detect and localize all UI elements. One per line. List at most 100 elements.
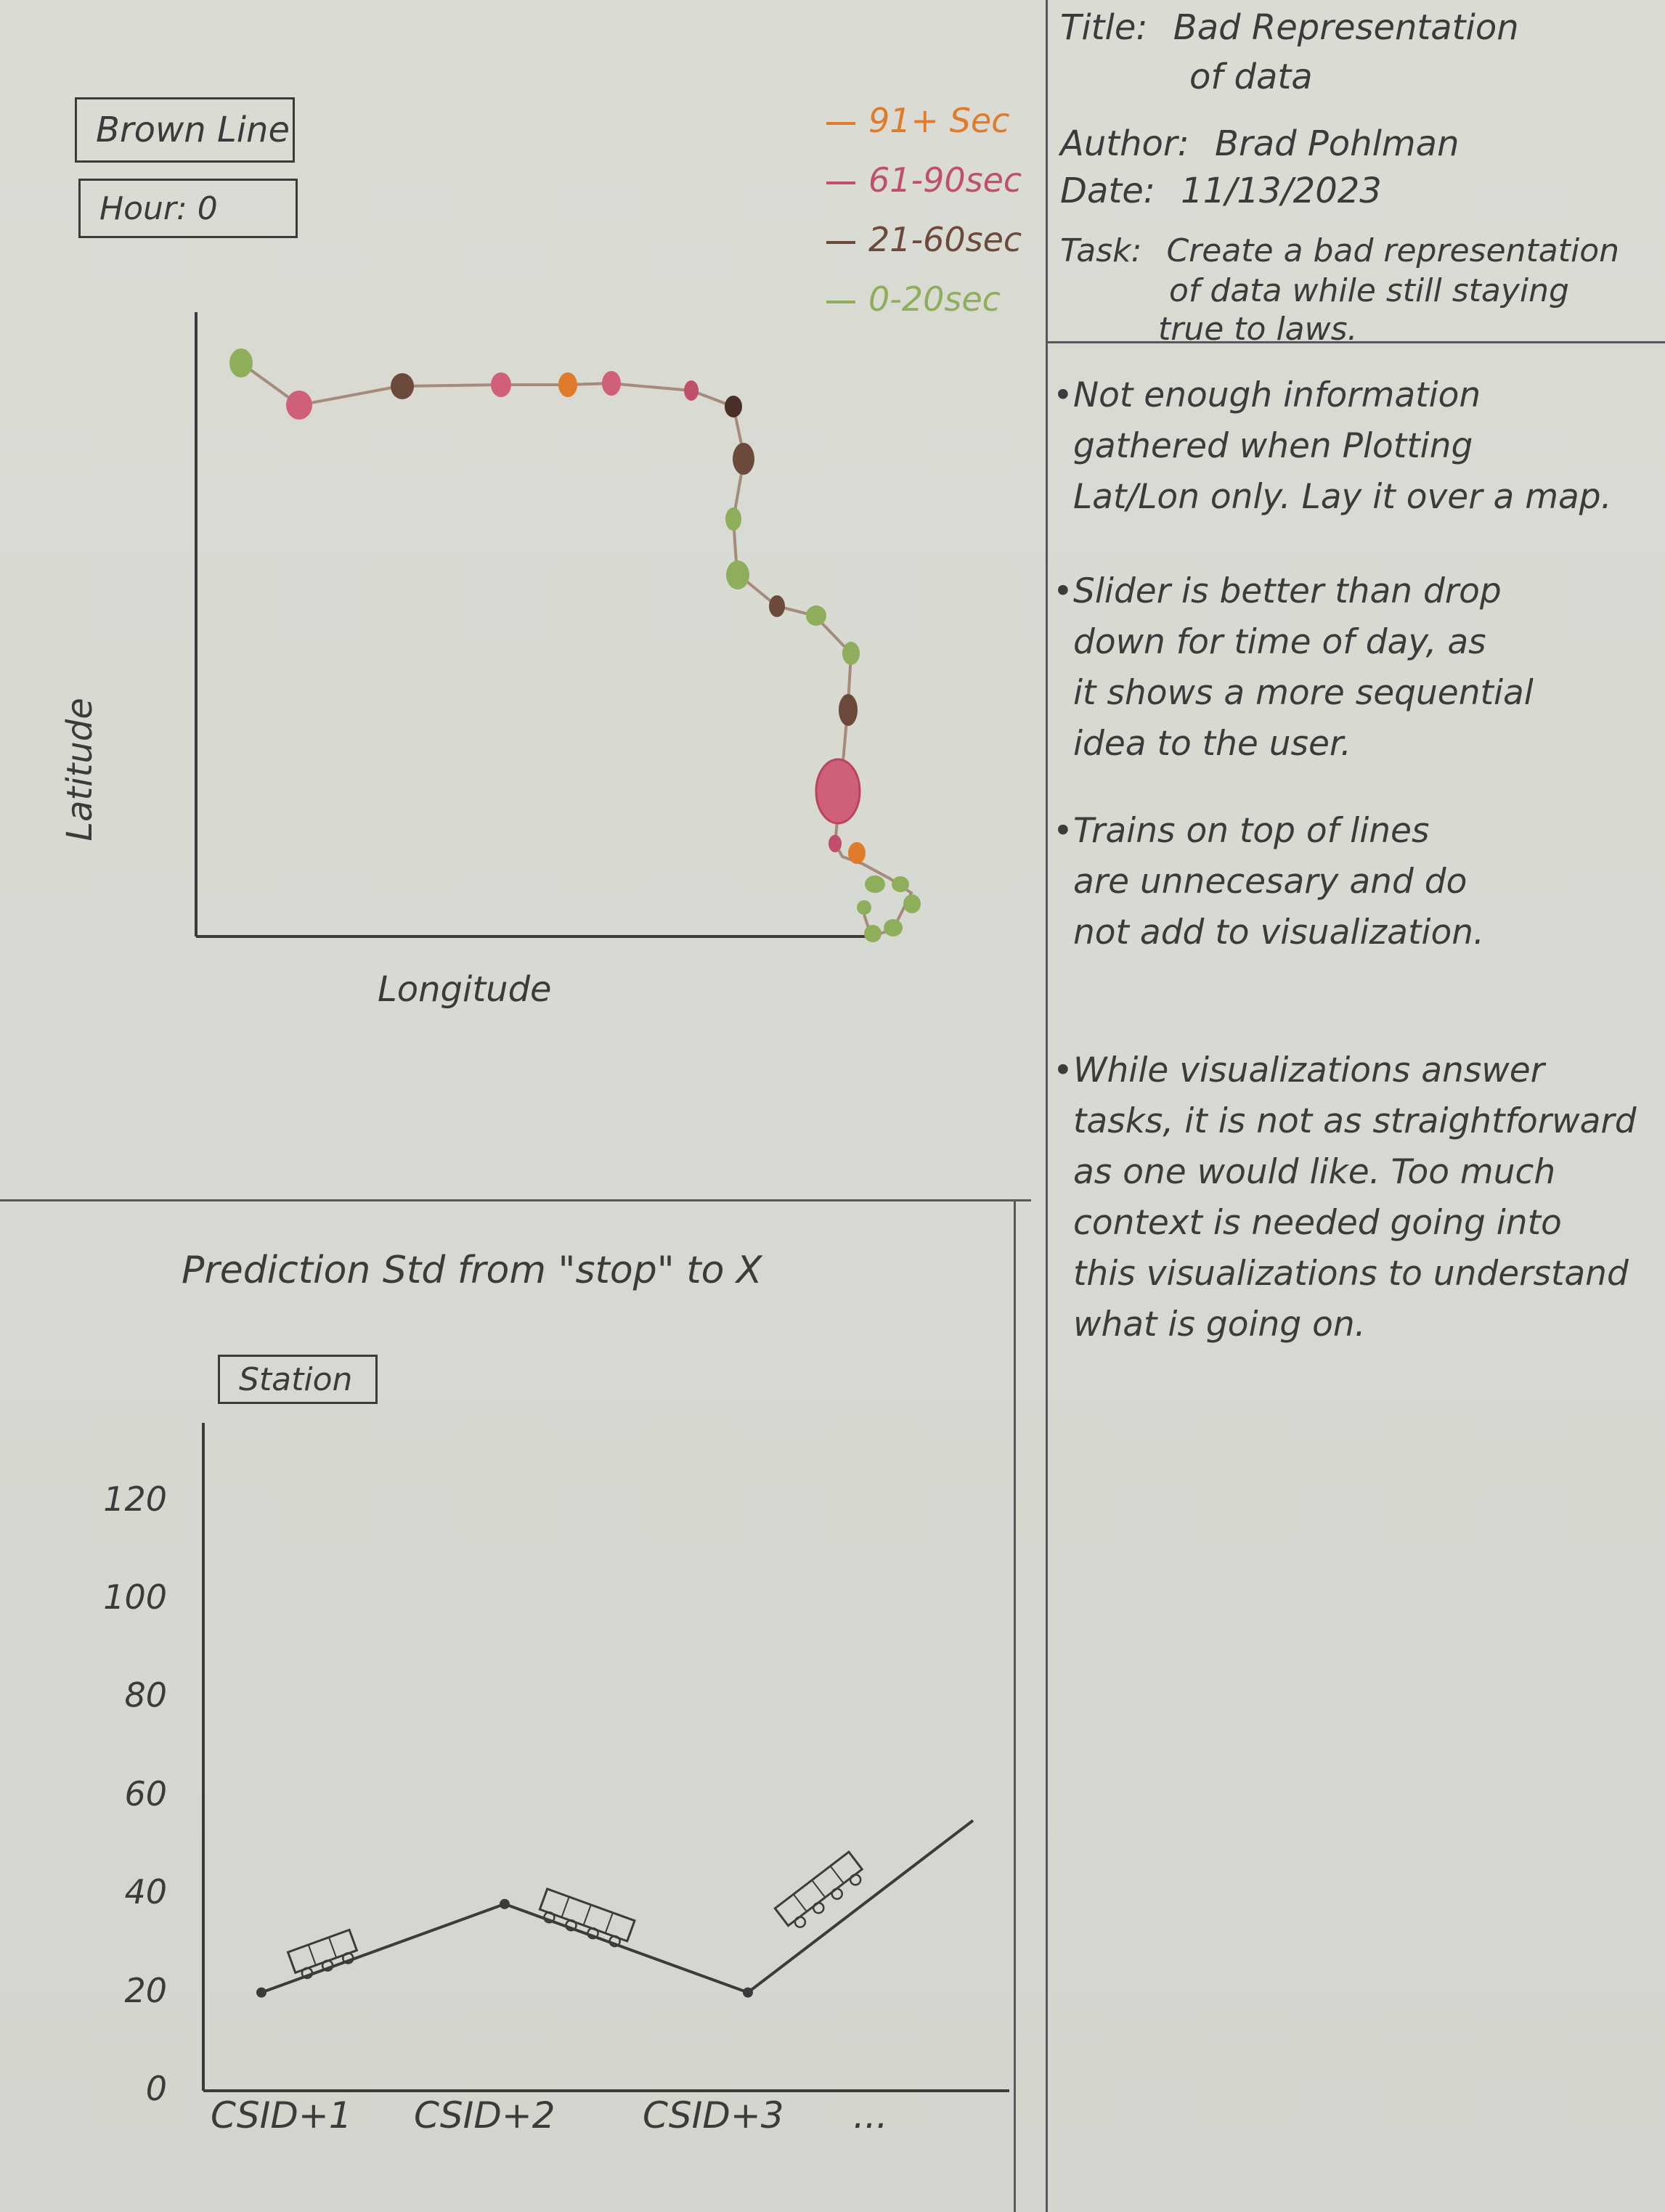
note-bullet: • — [1053, 1050, 1073, 1090]
y-tick-label: 100 — [103, 1578, 167, 1617]
y-tick-label: 40 — [124, 1872, 167, 1912]
data-point — [256, 1987, 266, 1998]
legend-swatch — [826, 240, 855, 244]
station-marker — [884, 919, 903, 936]
station-selector[interactable]: Station — [218, 1355, 378, 1404]
x-tick-label: CSID+3 — [643, 2094, 784, 2137]
note-line: Not enough information — [1073, 375, 1481, 415]
x-tick-label: CSID+1 — [211, 2094, 352, 2137]
note-line: it shows a more sequential — [1073, 673, 1534, 713]
station-marker — [229, 348, 253, 377]
train-icon — [773, 1850, 864, 1928]
y-tick-label: 120 — [103, 1479, 167, 1519]
divider-vertical-lower — [1014, 1201, 1016, 2212]
hour-selector[interactable]: Hour: 0 — [78, 179, 298, 238]
date-label: Date: — [1060, 171, 1155, 211]
station-marker — [391, 373, 414, 399]
note-line: tasks, it is not as straightforward — [1073, 1101, 1637, 1141]
task-label: Task: — [1060, 232, 1142, 269]
title-value: Bad Representation — [1173, 7, 1519, 48]
station-marker — [839, 694, 858, 726]
legend-label: 91+ Sec — [868, 101, 1010, 140]
note-item: • Slider is better than drop down for ti… — [1053, 566, 1659, 770]
station-marker — [903, 894, 921, 913]
divider-horizontal-left — [0, 1199, 1031, 1201]
note-line: context is needed going into — [1073, 1203, 1562, 1243]
legend-label: 61-90sec — [868, 160, 1022, 200]
train-icon — [286, 1928, 359, 1980]
legend-item-0-20: 0-20sec — [826, 269, 1022, 329]
legend-swatch — [826, 181, 855, 184]
y-tick-label: 20 — [124, 1970, 167, 2010]
station-marker — [769, 595, 785, 617]
station-marker — [806, 605, 826, 626]
note-line: Trains on top of lines — [1073, 811, 1430, 851]
date-value: 11/13/2023 — [1181, 171, 1382, 211]
divider-horizontal-right — [1046, 341, 1665, 343]
note-line: idea to the user. — [1073, 724, 1351, 764]
station-marker — [848, 842, 866, 864]
legend-item-21-60: 21-60sec — [826, 210, 1022, 269]
train-icon — [538, 1887, 636, 1948]
note-item: • Trains on top of lines are unnecesary … — [1053, 806, 1659, 958]
note-line: Slider is better than drop — [1073, 571, 1502, 611]
station-marker — [684, 380, 699, 401]
station-marker — [602, 371, 621, 396]
station-marker — [865, 876, 885, 893]
station-marker — [829, 835, 842, 852]
note-line: what is going on. — [1073, 1305, 1366, 1344]
legend-item-91-plus: 91+ Sec — [826, 91, 1022, 150]
route-line — [240, 362, 913, 939]
note-line: down for time of day, as — [1073, 622, 1486, 662]
legend-item-61-90: 61-90sec — [826, 150, 1022, 210]
author-label: Author: — [1060, 123, 1189, 164]
author-value: Brad Pohlman — [1215, 123, 1460, 164]
legend-label: 21-60sec — [868, 220, 1022, 259]
title-value-2: of data — [1189, 57, 1313, 97]
station-marker — [842, 642, 860, 665]
station-marker — [725, 507, 741, 531]
note-bullet: • — [1053, 571, 1073, 611]
note-line: gathered when Plotting — [1073, 426, 1473, 466]
legend-swatch — [826, 121, 855, 125]
note-item: • Not enough information gathered when P… — [1053, 370, 1659, 523]
note-line: While visualizations answer — [1073, 1050, 1544, 1090]
x-tick-label: ... — [853, 2094, 888, 2137]
map-x-axis-label: Longitude — [378, 969, 552, 1010]
line-map-chart — [195, 312, 921, 942]
note-item: • While visualizations answer tasks, it … — [1053, 1045, 1659, 1350]
station-marker — [726, 560, 749, 589]
title-label: Title: — [1060, 7, 1148, 48]
task-line-2: of data while still staying — [1169, 272, 1569, 309]
station-marker — [857, 900, 871, 915]
station-marker — [892, 876, 909, 892]
data-point — [743, 1987, 753, 1998]
note-line: this visualizations to understand — [1073, 1254, 1629, 1294]
x-tick-label: CSID+2 — [414, 2094, 555, 2137]
legend-label: 0-20sec — [868, 279, 1001, 319]
station-marker-large — [815, 758, 861, 825]
data-point — [500, 1898, 510, 1909]
station-marker — [491, 372, 511, 397]
map-y-axis-label: Latitude — [60, 698, 100, 841]
series-line — [261, 1819, 974, 1994]
note-line: are unnecesary and do — [1073, 862, 1467, 902]
station-marker — [558, 372, 577, 397]
station-marker — [725, 396, 742, 417]
legend-swatch — [826, 300, 855, 303]
prediction-chart-title: Prediction Std from "stop" to X — [182, 1249, 762, 1292]
station-markers — [229, 348, 921, 942]
station-marker — [286, 391, 312, 420]
y-tick-label: 0 — [145, 2069, 167, 2108]
note-bullet: • — [1053, 811, 1073, 851]
divider-vertical-right — [1046, 0, 1048, 2212]
note-line: not add to visualization. — [1073, 913, 1484, 952]
task-line-1: Create a bad representation — [1166, 232, 1619, 269]
task-line-3: true to laws. — [1158, 311, 1358, 348]
station-marker — [733, 443, 754, 475]
note-line: as one would like. Too much — [1073, 1152, 1556, 1192]
prediction-line-chart — [202, 1423, 1009, 2092]
line-select-dropdown[interactable]: Brown Line — [75, 97, 295, 163]
station-marker — [864, 925, 882, 942]
